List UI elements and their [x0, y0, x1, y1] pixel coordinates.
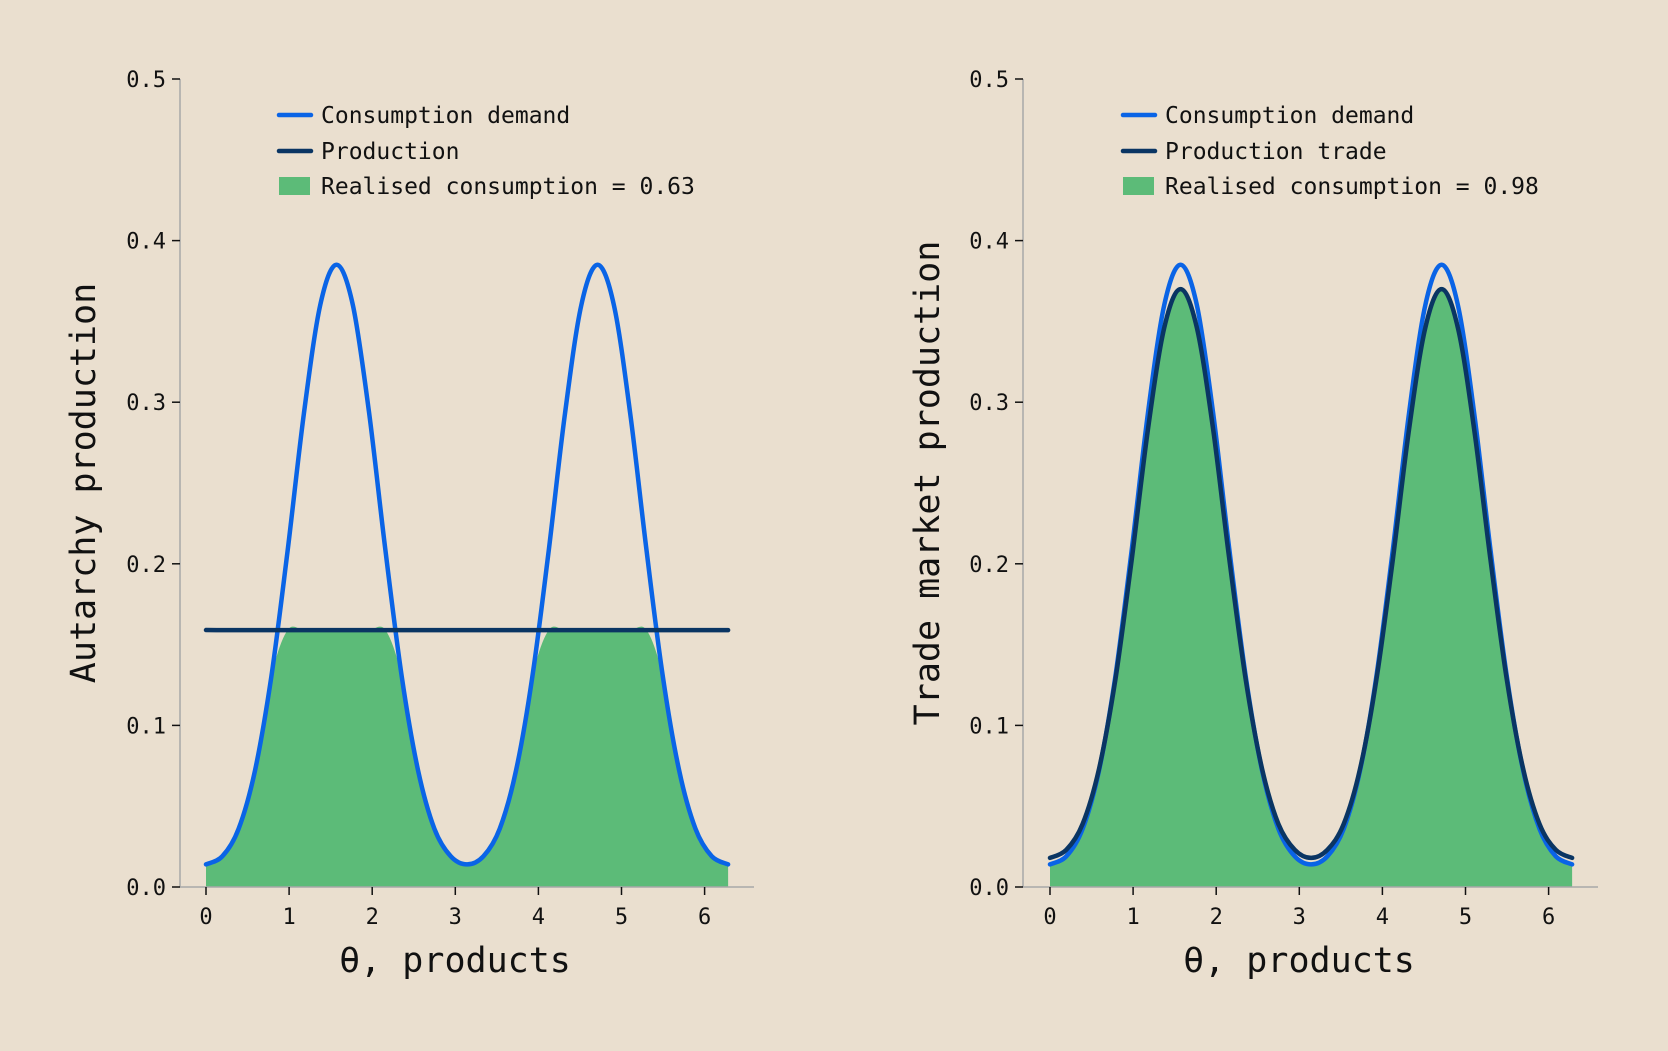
x-tick-label: 3 [449, 905, 462, 930]
legend-label: Production [321, 139, 459, 165]
y-tick-label: 0.4 [969, 230, 1009, 255]
x-tick-label: 0 [199, 905, 212, 930]
x-tick-label: 1 [1126, 905, 1139, 930]
x-tick-label: 6 [1542, 905, 1555, 930]
x-tick-label: 2 [1210, 905, 1223, 930]
legend-swatch-realised [1123, 177, 1154, 195]
x-tick-label: 0 [1043, 905, 1056, 930]
right-chart-trade: θ, products Trade market production 0.0 0… [908, 68, 1598, 981]
y-axis-label: Trade market production [908, 241, 948, 726]
legend-label: Realised consumption = 0.63 [321, 174, 695, 200]
x-tick-label: 1 [282, 905, 295, 930]
left-chart-autarchy: θ, products Autarchy production 0.0 0.1 0.… [64, 68, 754, 981]
x-tick-label: 5 [615, 905, 628, 930]
y-axis-label: Autarchy production [64, 283, 104, 683]
y-tick-label: 0.3 [969, 391, 1009, 416]
y-tick-label: 0.1 [126, 714, 166, 739]
x-tick-label: 6 [698, 905, 711, 930]
legend-swatch-realised [279, 177, 310, 195]
y-tick-label: 0.2 [126, 553, 166, 578]
x-axis-label: θ, products [1183, 941, 1415, 981]
y-tick-label: 0.0 [969, 876, 1009, 901]
x-axis-label: θ, products [339, 941, 571, 981]
y-tick-label: 0.1 [969, 714, 1009, 739]
legend-label: Consumption demand [321, 103, 570, 129]
x-tick-label: 2 [366, 905, 379, 930]
x-tick-label: 5 [1459, 905, 1472, 930]
x-tick-label: 4 [1376, 905, 1389, 930]
legend-label: Consumption demand [1165, 103, 1414, 129]
production-line [1047, 286, 1575, 861]
y-tick-label: 0.5 [969, 68, 1009, 93]
x-tick-label: 4 [532, 905, 545, 930]
x-tick-label: 3 [1293, 905, 1306, 930]
consumption-demand-line [203, 262, 731, 867]
realised-consumption-area [206, 626, 729, 887]
y-tick-label: 0.3 [126, 391, 166, 416]
y-tick-label: 0.5 [126, 68, 166, 93]
legend-label: Realised consumption = 0.98 [1165, 174, 1539, 200]
y-tick-label: 0.2 [969, 553, 1009, 578]
y-tick-label: 0.0 [126, 876, 166, 901]
y-tick-label: 0.4 [126, 230, 166, 255]
realised-consumption-area [1050, 289, 1573, 888]
legend-label: Production trade [1165, 139, 1387, 165]
